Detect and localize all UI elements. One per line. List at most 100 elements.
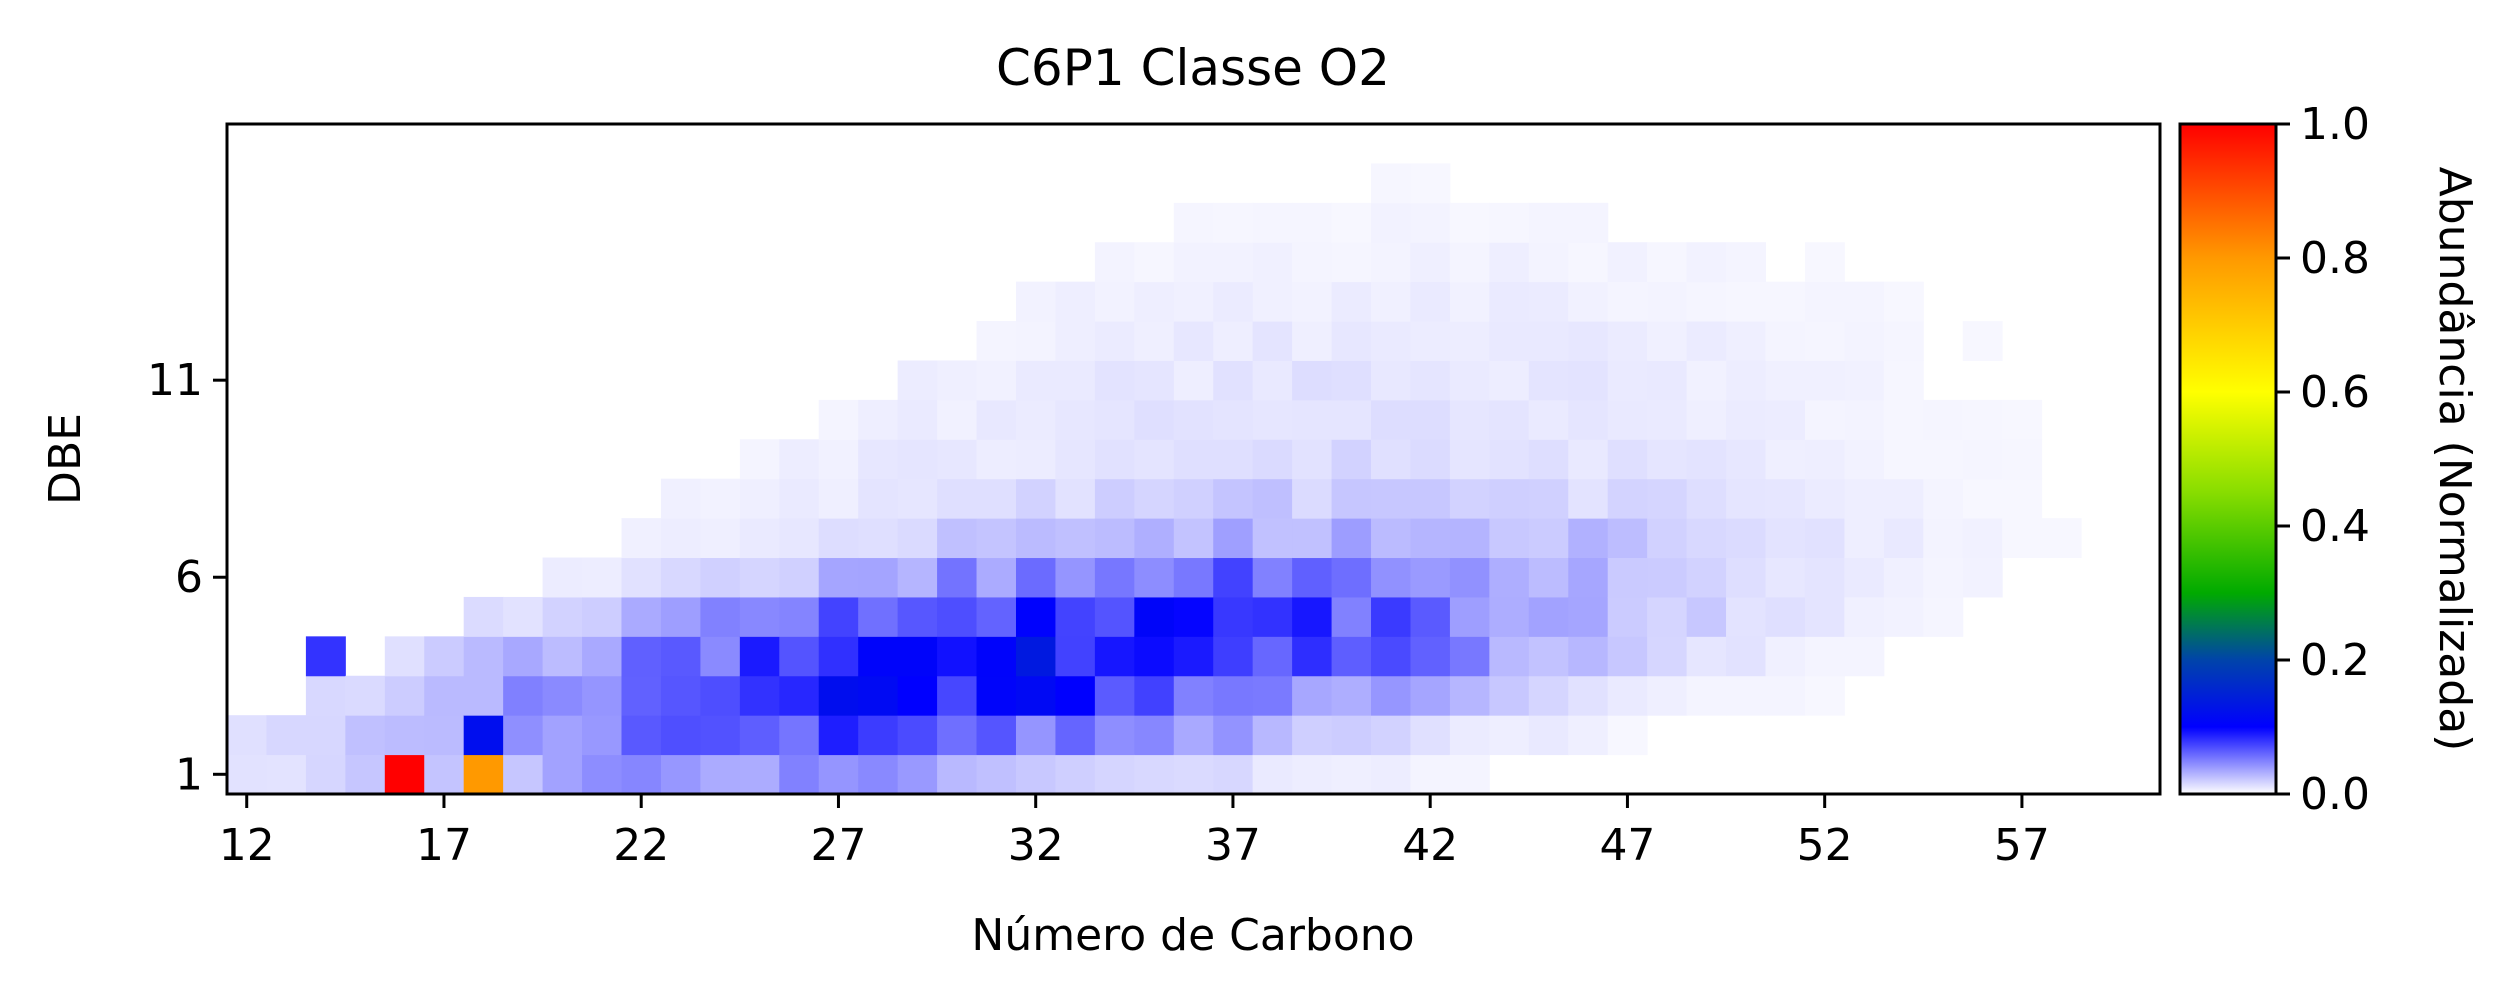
heatmap-cell: [976, 715, 1017, 756]
heatmap-cell: [1134, 754, 1175, 795]
heatmap-cell: [976, 518, 1017, 559]
heatmap-cell: [1371, 557, 1411, 598]
heatmap-cell: [1489, 242, 1530, 283]
heatmap-cell: [1528, 360, 1569, 401]
heatmap-cell: [503, 596, 544, 637]
heatmap-cell: [1883, 596, 1924, 637]
heatmap-cell: [1804, 478, 1845, 519]
heatmap-cell: [739, 557, 780, 598]
heatmap-cell: [1844, 321, 1885, 361]
x-tick-label: 32: [1008, 820, 1064, 871]
heatmap-cell: [1726, 596, 1767, 637]
heatmap-cell: [542, 636, 583, 677]
heatmap-cell: [1568, 439, 1609, 480]
heatmap-cell: [897, 518, 938, 559]
heatmap-cell: [266, 715, 307, 756]
heatmap-cell: [1726, 557, 1767, 598]
heatmap-cell: [1449, 399, 1490, 440]
heatmap-cell: [1726, 675, 1767, 716]
heatmap-cell: [1568, 202, 1609, 243]
heatmap-cell: [779, 675, 820, 716]
heatmap-cell: [1647, 439, 1688, 480]
heatmap-cell: [1528, 242, 1569, 283]
heatmap-cell: [1765, 439, 1806, 480]
heatmap-cell: [1371, 754, 1411, 795]
heatmap-cell: [1292, 360, 1333, 401]
heatmap-cell: [1449, 557, 1490, 598]
heatmap-cell: [1371, 242, 1411, 283]
heatmap-cell: [2002, 439, 2043, 480]
heatmap-cell: [976, 321, 1017, 361]
heatmap-cell: [779, 478, 820, 519]
heatmap-cell: [1765, 636, 1806, 677]
heatmap-cell: [1252, 399, 1293, 440]
colorbar: [2178, 122, 2278, 796]
heatmap-cell: [1292, 557, 1333, 598]
heatmap-cell: [700, 557, 741, 598]
heatmap-cell: [1647, 321, 1688, 361]
heatmap-cell: [1607, 675, 1648, 716]
heatmap-cell: [1015, 321, 1056, 361]
heatmap-cell: [779, 636, 820, 677]
heatmap-cell: [1371, 478, 1411, 519]
heatmap-cell: [1331, 478, 1372, 519]
heatmap-cell: [621, 636, 662, 677]
heatmap-cell: [897, 596, 938, 637]
heatmap-cell: [1134, 399, 1175, 440]
heatmap-cell: [1410, 202, 1451, 243]
heatmap-cell: [818, 399, 859, 440]
heatmap-cell: [1213, 518, 1254, 559]
colorbar-label: Abundância (Normalizada): [2429, 167, 2480, 752]
heatmap-cell: [1804, 596, 1845, 637]
x-axis-label: Número de Carbono: [971, 910, 1414, 961]
heatmap-cell: [1015, 439, 1056, 480]
heatmap-cell: [1528, 636, 1569, 677]
heatmap-cell: [1213, 242, 1254, 283]
heatmap-cell: [1134, 596, 1175, 637]
heatmap-cell: [1292, 478, 1333, 519]
chart-title: C6P1 Classe O2: [996, 39, 1390, 97]
heatmap-cell: [1726, 439, 1767, 480]
heatmap-cell: [1331, 557, 1372, 598]
heatmap-cell: [660, 675, 701, 716]
y-tick-label: 6: [175, 552, 203, 603]
heatmap-cell: [937, 557, 978, 598]
heatmap-cell: [1213, 478, 1254, 519]
heatmap-cell: [1252, 242, 1293, 283]
heatmap-cell: [1489, 321, 1530, 361]
heatmap-cell: [1213, 399, 1254, 440]
heatmap-cell: [1844, 478, 1885, 519]
heatmap-cell: [1923, 518, 1964, 559]
heatmap-cell: [1213, 557, 1254, 598]
heatmap-cell: [937, 675, 978, 716]
heatmap-cell: [345, 675, 386, 716]
heatmap-cell: [739, 636, 780, 677]
heatmap-cell: [1844, 399, 1885, 440]
heatmap-cell: [424, 754, 465, 795]
heatmap-cell: [700, 518, 741, 559]
heatmap-cell: [1449, 202, 1490, 243]
heatmap-cell: [384, 715, 425, 756]
heatmap-cell: [1134, 478, 1175, 519]
heatmap-cell: [779, 518, 820, 559]
heatmap-cell: [1449, 478, 1490, 519]
colorbar-tick-label: 0.8: [2300, 233, 2370, 284]
heatmap-cell: [1055, 281, 1096, 322]
heatmap-cell: [621, 675, 662, 716]
heatmap-cell: [1568, 518, 1609, 559]
x-tick-label: 17: [416, 820, 472, 871]
heatmap-cell: [1607, 399, 1648, 440]
heatmap-cell: [1765, 478, 1806, 519]
heatmap-cell: [1804, 557, 1845, 598]
heatmap-cell: [1015, 754, 1056, 795]
heatmap-cell: [1173, 596, 1214, 637]
heatmap-cell: [1252, 439, 1293, 480]
heatmap-cell: [1173, 360, 1214, 401]
heatmap-cell: [1252, 360, 1293, 401]
heatmap-cell: [1410, 754, 1451, 795]
heatmap-cell: [1883, 439, 1924, 480]
heatmap-cell: [937, 754, 978, 795]
heatmap-cell: [305, 754, 346, 795]
heatmap-cell: [1804, 281, 1845, 322]
heatmap-cell: [1844, 439, 1885, 480]
